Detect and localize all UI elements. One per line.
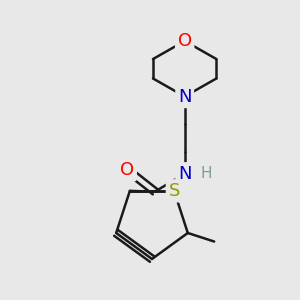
Text: N: N (178, 165, 191, 183)
Text: N: N (178, 88, 191, 106)
Text: O: O (120, 161, 134, 179)
Text: S: S (168, 182, 180, 200)
Text: O: O (178, 32, 192, 50)
Text: H: H (201, 166, 212, 181)
